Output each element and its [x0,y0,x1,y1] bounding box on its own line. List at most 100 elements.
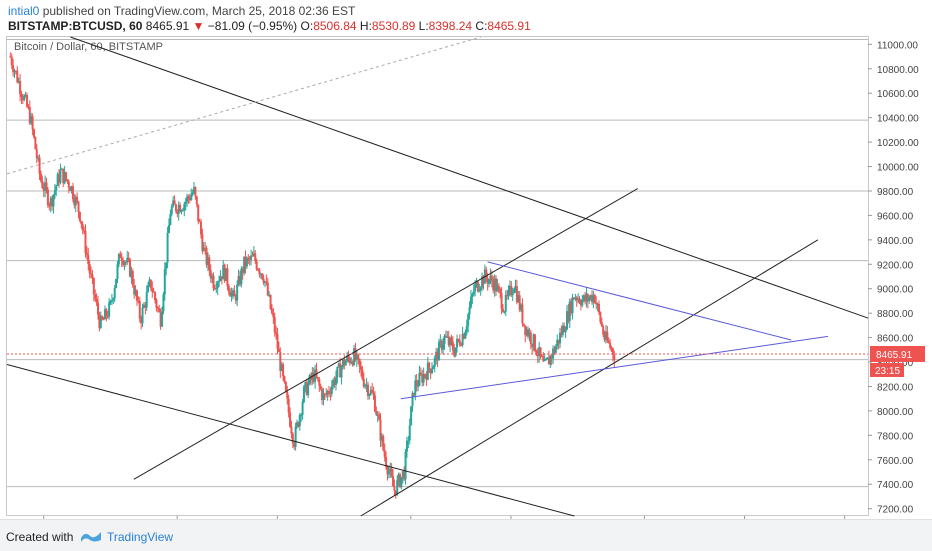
candle-body [588,298,591,302]
candle-body [137,300,140,302]
candle-body [174,204,177,212]
candle-body [213,288,216,290]
candle-body [376,414,379,416]
candle-body [407,440,410,442]
candle-body [581,299,584,306]
candle-body [552,348,555,359]
candle-body [280,364,283,371]
candle-body [582,295,585,300]
candle-body [412,392,415,396]
candle-body [373,395,376,412]
candle-body [380,436,383,441]
candle-body [165,262,168,270]
candle-body [424,374,427,376]
candle-body [540,355,543,357]
candle-body [567,311,570,322]
candle-body [152,291,155,293]
candle-body [279,352,282,371]
candle-body [220,276,223,280]
last-price: 8465.91 [145,19,190,33]
candle-body [19,80,22,94]
candle-body [394,490,397,495]
candle-body [536,354,539,357]
candle-body [461,333,464,346]
candle-body [216,282,219,289]
candle-body [400,476,403,487]
candle-body [98,314,101,328]
candle-body [371,389,374,393]
y-tick-label: 7600.00 [877,456,914,467]
candle-body [113,287,116,299]
candle-body [444,335,447,337]
chart-frame[interactable] [6,36,869,516]
candle-body [597,303,600,313]
candle-body [401,471,404,477]
publish-line: intial0 published on TradingView.com, Ma… [8,4,355,18]
candle-body [176,211,179,214]
candle-body [609,342,612,348]
candle-body [38,157,41,174]
candle-body [179,204,182,212]
candle-body [257,269,260,271]
candle-body [304,382,307,387]
candle-body [549,355,552,365]
candle-body [270,309,273,314]
y-axis: 7200.00 7400.00 7600.00 7800.00 8000.00 8200.… [868,40,919,516]
candle-body [162,294,165,312]
candle-body [468,307,471,315]
candle-body [88,264,91,274]
candle-body [172,200,175,207]
candle-body [442,344,445,350]
candle-body [419,372,422,375]
publish-info: published on TradingView.com, March 25, … [39,4,356,18]
candle-body [14,70,17,72]
candle-body [415,380,418,386]
candle-body [514,286,517,290]
candle-body [490,275,493,282]
candle-body [565,311,568,330]
candle-body [571,297,574,314]
candle-body [34,137,37,150]
candle-body [465,325,468,332]
tradingview-brand[interactable]: TradingView [107,530,174,544]
candle-body [471,294,474,297]
candle-body [255,261,258,270]
candle-body [589,295,592,299]
low-value: 8398.24 [428,19,473,33]
candle-body [269,294,272,310]
candle-body [94,294,97,299]
candle-body [476,281,479,292]
candle-body [99,316,102,328]
candle-body [372,392,375,396]
candle-body [364,384,367,387]
candle-body [177,204,180,214]
candle-body [87,254,90,265]
candle-body [457,338,460,341]
y-tick-label: 10000.00 [877,163,919,174]
candle-body [456,338,459,348]
candle-body [250,255,253,260]
candle-body [90,273,93,275]
candle-body [188,198,191,201]
down-arrow-icon: ▼ [192,19,205,33]
candle-body [450,337,453,343]
candle-body [291,433,294,444]
candle-body [592,295,595,303]
candle-body [198,221,201,223]
candle-body [108,302,111,317]
candle-body [112,298,115,301]
candle-body [133,285,136,295]
candle-body [226,268,229,286]
candle-body [346,355,349,362]
y-tick-label: 9800.00 [877,187,914,198]
candle-body [290,426,293,434]
author-link[interactable]: intial0 [8,4,40,18]
candle-body [322,393,325,401]
candle-body [101,316,104,320]
candle-body [341,359,344,368]
candle-body [382,436,385,450]
candle-body [127,257,130,260]
candle-body [252,253,255,256]
candles [9,52,616,499]
